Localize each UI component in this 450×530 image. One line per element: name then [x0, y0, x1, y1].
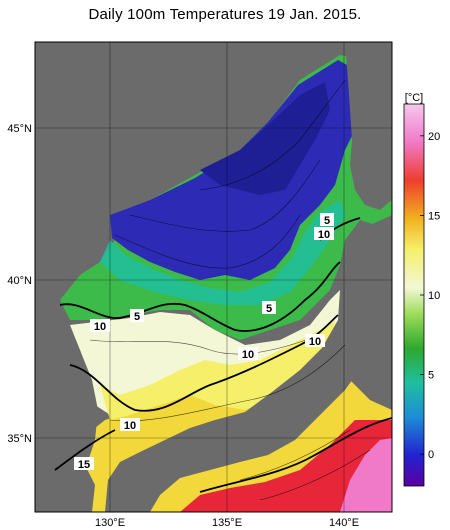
colorbar-tick-label: 10 — [428, 290, 440, 302]
contour-label: 5 — [266, 303, 272, 315]
sea-deep-blue — [200, 82, 330, 195]
land-hokkaido — [345, 42, 392, 210]
colorbar-tick-label: 0 — [428, 449, 434, 461]
graticule — [35, 42, 392, 512]
colorbar-ticks: 20 15 10 5 0 — [420, 131, 440, 461]
contour-lines — [54, 217, 392, 493]
land-sakhalin — [340, 42, 372, 72]
lat-label: 45°N — [7, 123, 32, 135]
sea-pink — [340, 438, 392, 512]
contour-label: 15 — [78, 459, 90, 471]
thin-contours — [89, 79, 371, 501]
contour-label: 5 — [134, 311, 140, 323]
contour-label: 10 — [318, 229, 330, 241]
colorbar-tick-label: 15 — [428, 210, 440, 222]
colorbar-tick-label: 5 — [428, 370, 434, 382]
contour-label: 10 — [124, 420, 136, 432]
lon-label: 140°E — [329, 517, 359, 529]
lon-label: 135°E — [212, 517, 242, 529]
colorbar-tick-label: 20 — [428, 131, 440, 143]
lon-label: 130°E — [95, 517, 125, 529]
lat-label: 35°N — [7, 433, 32, 445]
contour-label: 10 — [94, 321, 106, 333]
colorbar-unit: [°C] — [405, 92, 423, 104]
contour-label: 5 — [324, 215, 330, 227]
contour-label: 10 — [242, 349, 254, 361]
lat-label: 40°N — [7, 275, 32, 287]
sea-hot-kuroshio — [180, 420, 392, 512]
sea-cyan-band — [100, 200, 345, 305]
map-border — [34, 41, 393, 513]
chart-title: Daily 100m Temperatures 19 Jan. 2015. — [88, 6, 362, 23]
contour-label: 10 — [309, 336, 321, 348]
